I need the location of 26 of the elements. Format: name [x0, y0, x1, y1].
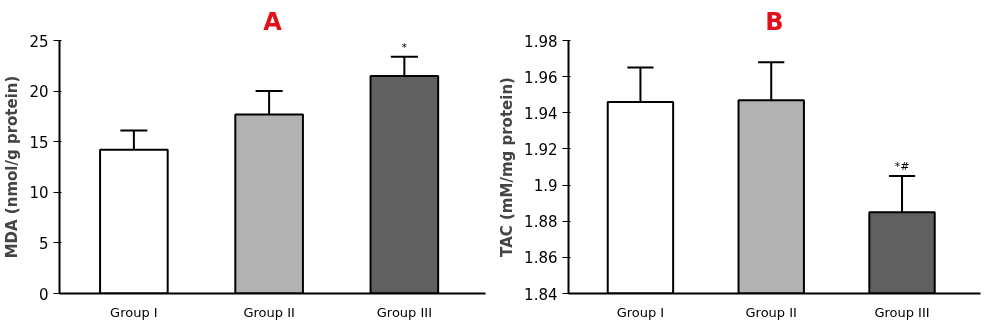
y-tick-label: 1.98 — [524, 32, 558, 51]
y-tick-label: 10 — [29, 184, 49, 203]
annotation: *# — [894, 160, 910, 174]
y-tick-label: 0 — [38, 285, 49, 304]
y-tick-label: 1.84 — [524, 285, 558, 304]
annotation: * — [401, 40, 408, 54]
chart-title: A — [263, 7, 283, 36]
y-tick-label: 1.9 — [533, 177, 558, 196]
x-tick-label: Group III — [376, 304, 432, 320]
y-tick-label: 1.88 — [524, 213, 558, 232]
y-axis-title: MDA (nmol/g protein) — [3, 75, 22, 259]
y-axis-title: TAC (mM/mg protein) — [498, 77, 517, 257]
x-tick-label: Group II — [243, 304, 295, 320]
x-tick-label: Group I — [616, 304, 665, 320]
y-tick-label: 15 — [29, 133, 49, 152]
chart-title: B — [765, 7, 784, 36]
x-tick-label: Group III — [874, 304, 930, 320]
y-tick-label: 25 — [29, 32, 49, 51]
y-tick-label: 1.86 — [524, 249, 558, 268]
y-tick-label: 20 — [29, 83, 49, 102]
y-tick-label: 5 — [38, 234, 49, 253]
y-tick-label: 1.92 — [524, 140, 558, 159]
x-tick-label: Group I — [110, 304, 158, 320]
x-tick-label: Group II — [745, 304, 797, 320]
y-tick-label: 1.96 — [524, 68, 558, 87]
y-tick-label: 1.94 — [524, 104, 558, 123]
